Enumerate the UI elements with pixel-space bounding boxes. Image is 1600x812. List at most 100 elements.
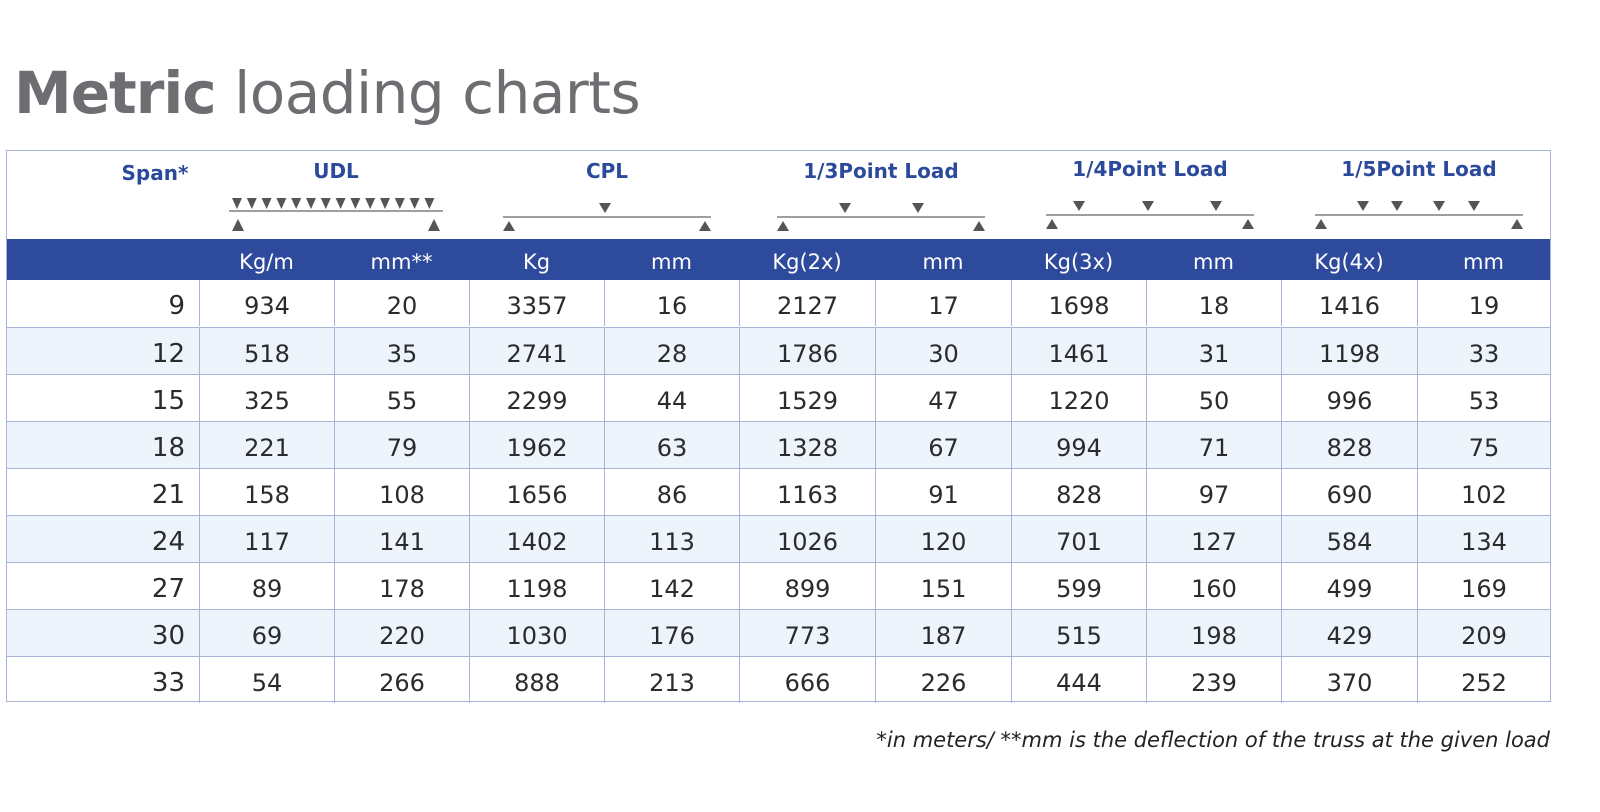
table-cell: 220 bbox=[334, 610, 469, 656]
table-row: 27 89 178 1198 142 899 151 599 160 499 169 bbox=[7, 562, 1550, 609]
table-cell: 1198 bbox=[469, 563, 604, 609]
table-cell: 53 bbox=[1417, 375, 1550, 421]
unit-header: mm bbox=[1463, 250, 1504, 274]
table-cell: 1030 bbox=[469, 610, 604, 656]
unit-header: Kg bbox=[522, 250, 551, 274]
table-cell: 113 bbox=[604, 516, 739, 562]
table-cell: 1026 bbox=[739, 516, 875, 562]
table-row: 30 69 220 1030 176 773 187 515 198 429 209 bbox=[7, 609, 1550, 656]
table-cell: 599 bbox=[1011, 563, 1146, 609]
table-cell: 67 bbox=[875, 422, 1011, 468]
category-cpl: CPL bbox=[501, 159, 713, 239]
span-cell: 27 bbox=[151, 574, 185, 604]
category-fifth-point: 1/5Point Load bbox=[1313, 157, 1525, 237]
table-cell: 1163 bbox=[739, 469, 875, 515]
table-cell: 1328 bbox=[739, 422, 875, 468]
table-cell: 209 bbox=[1417, 610, 1550, 656]
category-third-point: 1/3Point Load bbox=[775, 159, 987, 239]
unit-header: Kg/m bbox=[239, 250, 294, 274]
span-cell: 15 bbox=[151, 386, 185, 416]
category-label: 1/3Point Load bbox=[803, 159, 959, 183]
table-cell: 142 bbox=[604, 563, 739, 609]
table-cell: 266 bbox=[334, 657, 469, 703]
table-cell: 1402 bbox=[469, 516, 604, 562]
table-cell: 50 bbox=[1146, 375, 1281, 421]
table-cell: 213 bbox=[604, 657, 739, 703]
table-cell: 1962 bbox=[469, 422, 604, 468]
span-cell: 9 bbox=[168, 291, 185, 321]
table-cell: 828 bbox=[1281, 422, 1417, 468]
table-cell: 75 bbox=[1417, 422, 1550, 468]
unit-header: mm bbox=[651, 250, 692, 274]
unit-header: Kg(2x) bbox=[772, 250, 842, 274]
table-row: 33 54 266 888 213 666 226 444 239 370 252 bbox=[7, 656, 1550, 703]
span-cell: 21 bbox=[151, 480, 185, 510]
table-cell: 226 bbox=[875, 657, 1011, 703]
table-cell: 1220 bbox=[1011, 375, 1146, 421]
title-bold: Metric bbox=[14, 59, 217, 127]
table-cell: 1529 bbox=[739, 375, 875, 421]
unit-header: mm bbox=[922, 250, 964, 274]
table-cell: 102 bbox=[1417, 469, 1550, 515]
table-cell: 141 bbox=[334, 516, 469, 562]
table-cell: 91 bbox=[875, 469, 1011, 515]
table-cell: 690 bbox=[1281, 469, 1417, 515]
span-header: Span* bbox=[115, 161, 195, 241]
table-cell: 888 bbox=[469, 657, 604, 703]
table-cell: 1198 bbox=[1281, 328, 1417, 374]
table-cell: 584 bbox=[1281, 516, 1417, 562]
category-label: CPL bbox=[585, 159, 629, 183]
table-cell: 1786 bbox=[739, 328, 875, 374]
table-cell: 30 bbox=[875, 328, 1011, 374]
cpl-diagram-icon bbox=[503, 203, 711, 231]
table-cell: 158 bbox=[199, 469, 334, 515]
table-cell: 47 bbox=[875, 375, 1011, 421]
table-cell: 934 bbox=[199, 280, 334, 326]
table-cell: 18 bbox=[1146, 280, 1281, 326]
third-point-diagram-icon bbox=[777, 203, 985, 231]
table-cell: 160 bbox=[1146, 563, 1281, 609]
table-cell: 16 bbox=[604, 280, 739, 326]
table-cell: 71 bbox=[1146, 422, 1281, 468]
table-cell: 221 bbox=[199, 422, 334, 468]
table-cell: 54 bbox=[199, 657, 334, 703]
table-cell: 3357 bbox=[469, 280, 604, 326]
title-light: loading charts bbox=[234, 59, 641, 127]
table-cell: 69 bbox=[199, 610, 334, 656]
fifth-point-diagram-icon bbox=[1315, 201, 1523, 229]
table-cell: 79 bbox=[334, 422, 469, 468]
table-cell: 120 bbox=[875, 516, 1011, 562]
table-cell: 994 bbox=[1011, 422, 1146, 468]
table-cell: 28 bbox=[604, 328, 739, 374]
table-row: 12 518 35 2741 28 1786 30 1461 31 1198 33 bbox=[7, 327, 1550, 374]
table-cell: 176 bbox=[604, 610, 739, 656]
table-cell: 239 bbox=[1146, 657, 1281, 703]
loading-chart-table: Span* UDL CPL 1/3Point Load bbox=[6, 150, 1551, 703]
udl-diagram-icon bbox=[229, 198, 443, 231]
table-cell: 198 bbox=[1146, 610, 1281, 656]
span-cell: 12 bbox=[151, 339, 185, 369]
table-cell: 666 bbox=[739, 657, 875, 703]
table-cell: 44 bbox=[604, 375, 739, 421]
table-cell: 773 bbox=[739, 610, 875, 656]
table-cell: 31 bbox=[1146, 328, 1281, 374]
table-cell: 1698 bbox=[1011, 280, 1146, 326]
table-cell: 108 bbox=[334, 469, 469, 515]
quarter-point-diagram-icon bbox=[1046, 201, 1254, 229]
table-cell: 19 bbox=[1417, 280, 1550, 326]
category-udl: UDL bbox=[229, 159, 443, 239]
table-cell: 370 bbox=[1281, 657, 1417, 703]
table-cell: 2299 bbox=[469, 375, 604, 421]
span-cell: 30 bbox=[151, 621, 185, 651]
unit-header: Kg(3x) bbox=[1043, 250, 1114, 274]
table-cell: 444 bbox=[1011, 657, 1146, 703]
table-cell: 325 bbox=[199, 375, 334, 421]
table-row: 15 325 55 2299 44 1529 47 1220 50 996 53 bbox=[7, 374, 1550, 421]
table-cell: 515 bbox=[1011, 610, 1146, 656]
table-cell: 996 bbox=[1281, 375, 1417, 421]
unit-header: mm** bbox=[370, 250, 433, 274]
table-row: 24 117 141 1402 113 1026 120 701 127 584 134 bbox=[7, 515, 1550, 562]
table-row: 18 221 79 1962 63 1328 67 994 71 828 75 bbox=[7, 421, 1550, 468]
span-header-label: Span* bbox=[121, 161, 189, 185]
table-cell: 17 bbox=[875, 280, 1011, 326]
